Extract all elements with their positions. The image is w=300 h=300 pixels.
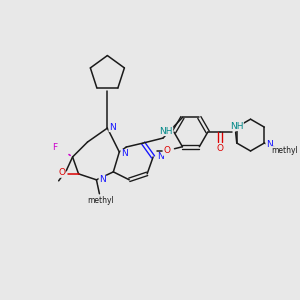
Text: NH: NH (230, 122, 243, 130)
Text: O: O (58, 168, 65, 177)
Text: N: N (266, 140, 273, 148)
Text: methyl: methyl (271, 146, 298, 155)
Text: N: N (99, 175, 106, 184)
Text: O: O (216, 143, 223, 152)
Text: F: F (52, 142, 57, 152)
Text: methyl: methyl (87, 196, 114, 205)
Text: O: O (163, 146, 170, 155)
Text: N: N (109, 123, 116, 132)
Text: NH: NH (159, 127, 173, 136)
Text: N: N (157, 152, 164, 161)
Text: N: N (121, 149, 128, 158)
